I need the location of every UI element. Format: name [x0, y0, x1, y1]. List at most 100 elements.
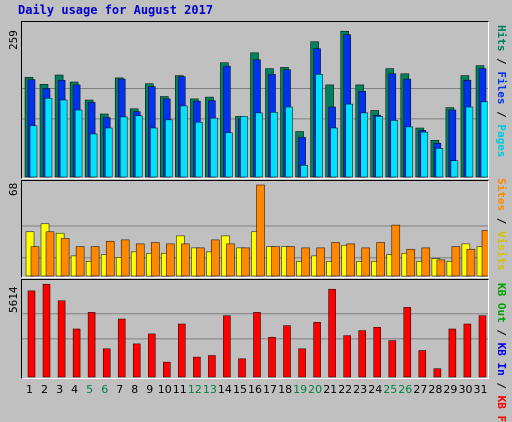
bar-kb-f-day-22 — [343, 335, 351, 378]
bar-sites-day-12 — [196, 247, 205, 277]
bar-sites-day-2 — [45, 231, 55, 277]
bar-pages-day-2 — [44, 98, 53, 178]
kbytes-legend: KB Out / KB In / KB F — [495, 283, 508, 422]
bar-sites-day-24 — [376, 242, 385, 277]
bar-pages-day-17 — [270, 112, 278, 178]
bar-kb-f-day-28 — [433, 368, 442, 378]
bar-sites-day-17 — [271, 246, 280, 277]
x-tick-label-6: 6 — [101, 383, 108, 396]
x-tick-label-13: 13 — [203, 383, 217, 396]
x-tick-label-29: 29 — [443, 383, 457, 396]
bar-sites-day-23 — [361, 247, 370, 277]
legend-separator: / — [495, 51, 508, 72]
bar-sites-day-25 — [391, 224, 401, 277]
x-tick-label-8: 8 — [131, 383, 138, 396]
x-tick-label-14: 14 — [218, 383, 232, 396]
hits-ymax-label: 259 — [7, 30, 20, 50]
bar-pages-day-8 — [134, 115, 143, 178]
bar-pages-day-18 — [285, 106, 293, 178]
bar-sites-day-22 — [346, 243, 355, 277]
hits-plot — [22, 30, 489, 178]
legend-kb-out: KB Out — [495, 283, 508, 323]
bar-kb-f-day-5 — [87, 312, 96, 378]
bar-sites-day-10 — [166, 243, 175, 277]
visits-plot — [22, 184, 491, 277]
x-tick-label-2: 2 — [41, 383, 48, 396]
bar-kb-f-day-27 — [418, 350, 427, 378]
bar-sites-day-11 — [181, 243, 190, 277]
bar-kb-f-day-23 — [358, 330, 366, 378]
bar-kb-f-day-8 — [132, 343, 141, 378]
bar-sites-day-20 — [316, 247, 325, 277]
bar-pages-day-1 — [29, 125, 38, 178]
x-tick-label-31: 31 — [474, 383, 488, 396]
x-tick-label-23: 23 — [353, 383, 367, 396]
usage-chart: Daily usage for August 2017 259 Hits / F… — [7, 3, 508, 422]
bar-pages-day-5 — [89, 133, 98, 178]
bar-pages-day-3 — [59, 99, 68, 178]
bar-pages-day-15 — [240, 116, 248, 178]
bar-pages-day-6 — [104, 127, 113, 178]
bar-sites-day-30 — [466, 248, 476, 277]
x-tick-label-25: 25 — [383, 383, 397, 396]
bar-kb-f-day-13 — [208, 355, 216, 378]
bar-pages-day-9 — [150, 127, 158, 178]
bar-kb-f-day-26 — [403, 307, 412, 378]
bar-pages-day-12 — [195, 121, 203, 178]
bar-kb-f-day-17 — [268, 336, 276, 378]
bar-sites-day-18 — [286, 246, 295, 277]
bar-sites-day-16 — [256, 184, 265, 277]
bar-sites-day-5 — [90, 246, 100, 277]
x-tick-label-22: 22 — [338, 383, 352, 396]
bar-kb-f-day-6 — [102, 348, 111, 378]
bar-pages-day-20 — [315, 74, 323, 178]
x-tick-label-1: 1 — [26, 383, 33, 396]
x-tick-label-11: 11 — [173, 383, 187, 396]
bar-kb-f-day-19 — [298, 348, 306, 378]
bar-pages-day-27 — [420, 131, 429, 178]
x-tick-label-16: 16 — [248, 383, 262, 396]
x-tick-label-12: 12 — [188, 383, 202, 396]
bar-sites-day-26 — [406, 248, 416, 277]
x-tick-label-30: 30 — [459, 383, 473, 396]
x-tick-label-3: 3 — [56, 383, 63, 396]
x-tick-label-28: 28 — [428, 383, 442, 396]
bar-kb-f-day-12 — [193, 356, 201, 378]
legend-files: Files — [495, 71, 508, 105]
bar-sites-day-21 — [331, 242, 340, 277]
bar-kb-f-day-3 — [57, 300, 66, 378]
bar-sites-day-3 — [60, 238, 70, 277]
x-tick-label-4: 4 — [71, 383, 78, 396]
bar-pages-day-11 — [180, 105, 188, 178]
bar-sites-day-6 — [105, 240, 115, 277]
x-tick-label-18: 18 — [278, 383, 292, 396]
bar-pages-day-29 — [450, 160, 459, 178]
bar-pages-day-14 — [225, 132, 233, 178]
legend-hits: Hits — [495, 25, 508, 52]
bar-sites-day-29 — [451, 246, 461, 277]
bar-pages-day-26 — [405, 126, 414, 178]
x-tick-label-10: 10 — [158, 383, 172, 396]
bar-kb-f-day-11 — [178, 323, 186, 378]
bar-pages-day-30 — [465, 106, 474, 178]
bar-sites-day-1 — [30, 246, 40, 277]
chart-title: Daily usage for August 2017 — [18, 3, 214, 17]
visits-panel — [21, 180, 491, 278]
legend-visits: Visits — [495, 231, 508, 271]
bar-kb-f-day-9 — [148, 333, 156, 378]
x-tick-label-27: 27 — [413, 383, 427, 396]
bar-kb-f-day-24 — [373, 327, 381, 378]
bar-kb-f-day-20 — [313, 322, 321, 378]
bar-sites-day-15 — [241, 247, 250, 277]
bar-kb-f-day-25 — [388, 340, 397, 378]
bar-pages-day-4 — [74, 109, 83, 178]
visits-legend: Sites / Visits — [495, 178, 508, 271]
bar-kb-f-day-4 — [72, 328, 81, 378]
bar-sites-day-8 — [135, 243, 145, 277]
bar-pages-day-10 — [165, 119, 173, 178]
bar-sites-day-19 — [301, 247, 310, 277]
bar-sites-day-4 — [75, 246, 85, 277]
bar-sites-day-9 — [151, 242, 160, 277]
legend-pages: Pages — [495, 124, 508, 158]
bar-kb-f-day-29 — [448, 328, 457, 378]
